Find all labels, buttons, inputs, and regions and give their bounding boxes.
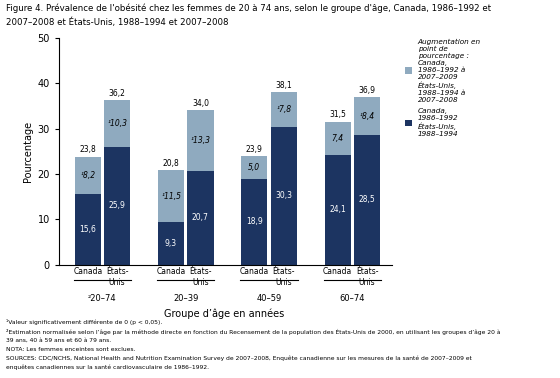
Text: ¹11,5: ¹11,5 bbox=[161, 192, 181, 201]
Bar bbox=[270, 127, 297, 265]
Text: 20,7: 20,7 bbox=[192, 213, 209, 222]
Text: 5,0: 5,0 bbox=[248, 163, 260, 172]
Text: 31,5: 31,5 bbox=[329, 110, 346, 119]
Bar bbox=[241, 156, 268, 179]
Bar bbox=[270, 92, 297, 127]
Text: 15,6: 15,6 bbox=[80, 225, 96, 234]
Y-axis label: Pourcentage: Pourcentage bbox=[23, 121, 33, 182]
Text: ¹8,4: ¹8,4 bbox=[360, 112, 375, 121]
Bar bbox=[187, 171, 213, 265]
Text: Figure 4. Prévalence de l'obésité chez les femmes de 20 à 74 ans, selon le group: Figure 4. Prévalence de l'obésité chez l… bbox=[6, 4, 491, 13]
Text: ²Estimation normalisée selon l’âge par la méthode directe en fonction du Recense: ²Estimation normalisée selon l’âge par l… bbox=[6, 328, 500, 335]
Text: 39 ans, 40 à 59 ans et 60 à 79 ans.: 39 ans, 40 à 59 ans et 60 à 79 ans. bbox=[6, 338, 111, 342]
Text: ²20–74: ²20–74 bbox=[88, 294, 116, 303]
Bar bbox=[158, 170, 184, 222]
Text: SOURCES: CDC/NCHS, National Health and Nutrition Examination Survey de 2007–2008: SOURCES: CDC/NCHS, National Health and N… bbox=[6, 356, 472, 361]
Text: 9,3: 9,3 bbox=[165, 239, 177, 248]
Text: 23,8: 23,8 bbox=[80, 146, 96, 154]
Bar bbox=[187, 110, 213, 171]
Text: 40–59: 40–59 bbox=[256, 294, 282, 303]
Text: 25,9: 25,9 bbox=[109, 201, 125, 211]
Text: ¹Valeur significativement différente de 0 (p < 0,05).: ¹Valeur significativement différente de … bbox=[6, 319, 162, 325]
Text: 30,3: 30,3 bbox=[275, 191, 292, 200]
Bar bbox=[104, 101, 130, 147]
Bar bbox=[104, 147, 130, 265]
Text: 18,9: 18,9 bbox=[246, 217, 263, 226]
Bar bbox=[325, 122, 351, 155]
Bar bbox=[74, 156, 101, 194]
Text: 36,2: 36,2 bbox=[109, 89, 125, 98]
Text: enquêtes canadiennes sur la santé cardiovasculaire de 1986–1992.: enquêtes canadiennes sur la santé cardio… bbox=[6, 365, 208, 370]
Bar bbox=[325, 155, 351, 265]
Text: 2007–2008 et États-Unis, 1988–1994 et 2007–2008: 2007–2008 et États-Unis, 1988–1994 et 20… bbox=[6, 17, 228, 26]
Legend: Augmentation en
point de
pourcentage :
Canada,
1986–1992 à
2007–2009
États-Unis,: Augmentation en point de pourcentage : C… bbox=[402, 36, 484, 140]
Bar bbox=[74, 194, 101, 265]
Text: Groupe d’âge en années: Groupe d’âge en années bbox=[164, 308, 284, 319]
Text: ¹13,3: ¹13,3 bbox=[190, 136, 211, 145]
Text: ¹8,2: ¹8,2 bbox=[80, 171, 95, 180]
Text: 34,0: 34,0 bbox=[192, 99, 209, 108]
Text: 36,9: 36,9 bbox=[358, 86, 376, 95]
Text: ¹10,3: ¹10,3 bbox=[107, 119, 127, 128]
Text: 23,9: 23,9 bbox=[246, 145, 263, 154]
Bar bbox=[354, 135, 380, 265]
Text: ¹7,8: ¹7,8 bbox=[276, 105, 291, 114]
Bar bbox=[158, 222, 184, 265]
Bar bbox=[241, 179, 268, 265]
Text: 38,1: 38,1 bbox=[276, 81, 292, 90]
Text: 24,1: 24,1 bbox=[329, 205, 346, 214]
Text: 60–74: 60–74 bbox=[339, 294, 365, 303]
Text: 20,8: 20,8 bbox=[163, 159, 179, 168]
Text: 28,5: 28,5 bbox=[358, 195, 375, 204]
Text: NOTA: Les femmes enceintes sont exclues.: NOTA: Les femmes enceintes sont exclues. bbox=[6, 347, 135, 352]
Text: 20–39: 20–39 bbox=[173, 294, 198, 303]
Bar bbox=[354, 97, 380, 135]
Text: 7,4: 7,4 bbox=[332, 134, 344, 143]
